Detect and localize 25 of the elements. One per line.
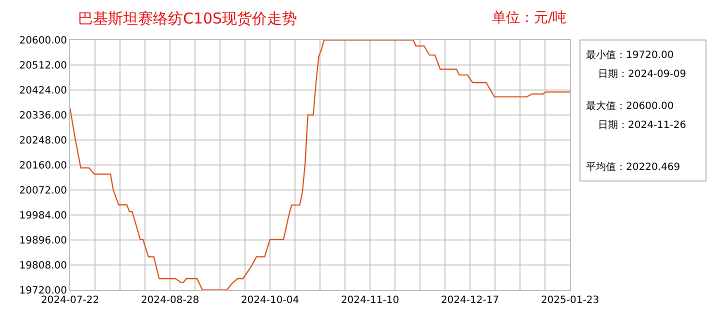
text: 日期：2024-11-26 [598,119,686,131]
y-tick-label: 19720.00 [19,286,67,296]
y-tick-label: 20160.00 [19,160,67,172]
x-tick-label: 2024-12-17 [440,295,500,306]
y-tick-label: 20512.00 [19,60,67,72]
y-tick-label: 20424.00 [19,86,67,96]
chart-title: 巴基斯坦赛络纺C10S现货价走势 [78,9,298,28]
x-tick-label: 2025-01-23 [540,295,600,306]
text: 最小值：19720.00 [586,49,674,61]
y-tick-label: 20072.00 [19,186,67,196]
chart-subtitle: 单位：元/吨 [492,10,567,26]
y-tick-label: 19984.00 [19,210,67,222]
text: 日期：2024-09-09 [598,68,686,80]
text: 最大值：20600.00 [586,100,674,112]
line-series [70,40,570,290]
x-tick-label: 2024-08-28 [140,295,200,306]
y-tick-label: 19896.00 [19,236,67,246]
y-tick-label: 20248.00 [19,136,67,146]
text: 平均值：20220.469 [586,161,680,173]
x-tick-label: 2024-07-22 [40,295,100,306]
x-tick-label: 2024-10-04 [240,295,300,306]
y-tick-label: 20600.00 [19,36,67,46]
y-tick-label: 20336.00 [19,110,67,122]
x-tick-label: 2024-11-10 [340,295,400,306]
y-tick-label: 19808.00 [19,260,67,272]
